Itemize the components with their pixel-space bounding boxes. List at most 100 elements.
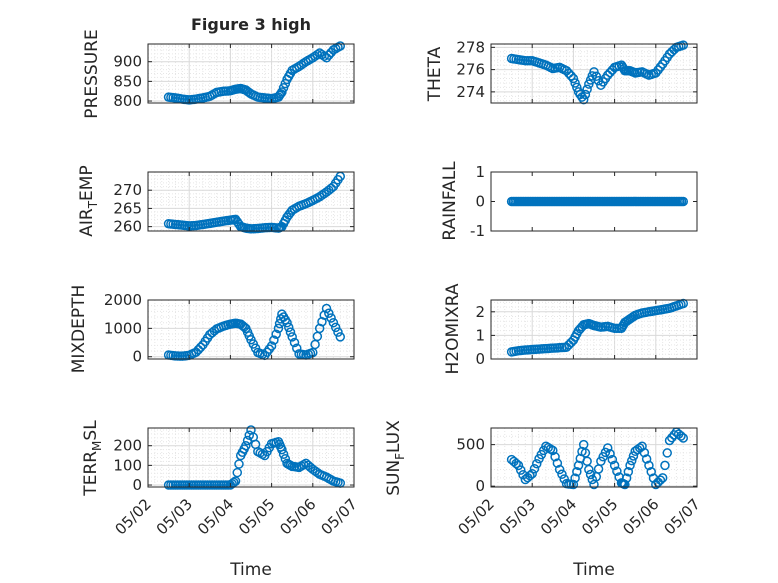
data-point xyxy=(232,467,243,478)
ylabel-pressure: PRESSURE xyxy=(82,29,102,118)
data-point xyxy=(620,479,630,490)
subplot-h2omixra: H2OMIXRA 0 1 2 xyxy=(443,283,698,375)
data-point xyxy=(277,87,287,97)
data-point xyxy=(234,459,244,469)
data-point xyxy=(289,337,300,348)
subplot-theta: THETA 274 276 278 xyxy=(425,38,698,105)
axes-box-h2omixra xyxy=(490,299,698,360)
ylabel-terr-msl: TERRMSL xyxy=(81,420,104,497)
data-point xyxy=(676,431,686,441)
y-tick-label: 276 xyxy=(456,61,485,79)
data-point xyxy=(284,322,294,333)
y-tick-label: 900 xyxy=(113,53,142,71)
data-point xyxy=(312,49,323,60)
data-point xyxy=(662,448,672,458)
data-point xyxy=(554,464,565,475)
data-point xyxy=(269,335,279,345)
y-tick-label: 260 xyxy=(113,218,142,236)
data-point xyxy=(321,303,332,314)
data-point xyxy=(612,466,622,476)
data-point xyxy=(292,343,302,353)
series-terr-msl xyxy=(163,425,346,490)
ylabel-h2omixra: H2OMIXRA xyxy=(443,283,463,374)
y-tick-label: 1 xyxy=(475,163,485,181)
data-point xyxy=(580,89,591,100)
data-point xyxy=(527,468,537,479)
axes-box-air-temp xyxy=(147,171,355,232)
xlabel-right: Time xyxy=(572,560,615,580)
data-point xyxy=(596,456,606,466)
data-point xyxy=(589,67,599,77)
xlabel-left: Time xyxy=(229,560,272,580)
ylabel-rainfall: RAINFALL xyxy=(440,161,460,241)
ylabel-theta: THETA xyxy=(425,46,445,102)
data-point xyxy=(287,332,297,342)
figure-title: Figure 3 high xyxy=(191,15,311,34)
data-point xyxy=(326,313,336,323)
data-point xyxy=(582,84,592,95)
y-tick-label: 278 xyxy=(456,38,485,56)
data-point xyxy=(566,71,576,81)
data-point xyxy=(324,308,334,318)
y-tick-label: 850 xyxy=(113,72,142,90)
ylabel-terr-msl-rest: SL xyxy=(81,420,101,441)
data-point xyxy=(285,327,296,337)
data-point xyxy=(600,447,611,458)
data-point xyxy=(568,73,579,84)
data-point xyxy=(584,464,594,475)
data-point xyxy=(609,460,620,471)
data-point xyxy=(605,449,615,459)
y-tick-label: 1 xyxy=(475,326,485,344)
series-pressure xyxy=(163,41,346,105)
data-point xyxy=(557,469,567,480)
data-point xyxy=(657,473,668,483)
data-point xyxy=(572,467,582,477)
data-point xyxy=(570,473,580,483)
y-tick-label: 0 xyxy=(132,476,142,494)
data-point xyxy=(637,441,647,452)
data-point xyxy=(641,454,652,464)
data-point xyxy=(623,467,634,477)
y-tick-label: 270 xyxy=(113,181,142,199)
series-rainfall xyxy=(506,196,689,207)
data-point xyxy=(229,477,239,488)
y-tick-label: 274 xyxy=(456,83,485,101)
ylabel-air-temp: AIRTEMP xyxy=(77,165,100,236)
data-point xyxy=(625,460,635,471)
y-tick-label: 100 xyxy=(113,456,142,474)
axes-box-sun-flux xyxy=(490,427,698,488)
data-point xyxy=(678,196,689,207)
data-point xyxy=(230,476,241,486)
y-tick-label: 265 xyxy=(113,199,142,217)
data-point xyxy=(516,465,526,475)
series-theta xyxy=(506,40,689,105)
grid-air-temp xyxy=(148,172,354,231)
subplot-mixdepth: MIXDEPTH 0 1000 2000 xyxy=(69,285,355,373)
y-tick-label: 500 xyxy=(456,436,485,454)
data-point xyxy=(282,317,292,328)
data-point xyxy=(664,435,675,446)
data-point xyxy=(277,444,287,455)
data-point xyxy=(573,460,584,471)
data-point xyxy=(513,460,524,471)
data-point xyxy=(335,332,346,342)
data-point xyxy=(644,460,654,471)
ylabel-sun-flux: SUNFLUX xyxy=(384,420,407,496)
data-point xyxy=(591,71,602,82)
data-point xyxy=(607,454,618,465)
y-tick-label: 2 xyxy=(475,303,485,321)
data-point xyxy=(678,433,689,443)
data-point xyxy=(646,467,656,477)
y-tick-label: 0 xyxy=(475,193,485,211)
data-point xyxy=(602,443,613,453)
data-point xyxy=(578,94,589,105)
data-point xyxy=(552,458,563,468)
axes-box-theta xyxy=(490,43,698,104)
series-air-temp xyxy=(163,171,346,234)
data-point xyxy=(511,458,521,469)
ylabel-sun-flux-rest: LUX xyxy=(384,420,404,453)
data-point xyxy=(669,430,679,440)
